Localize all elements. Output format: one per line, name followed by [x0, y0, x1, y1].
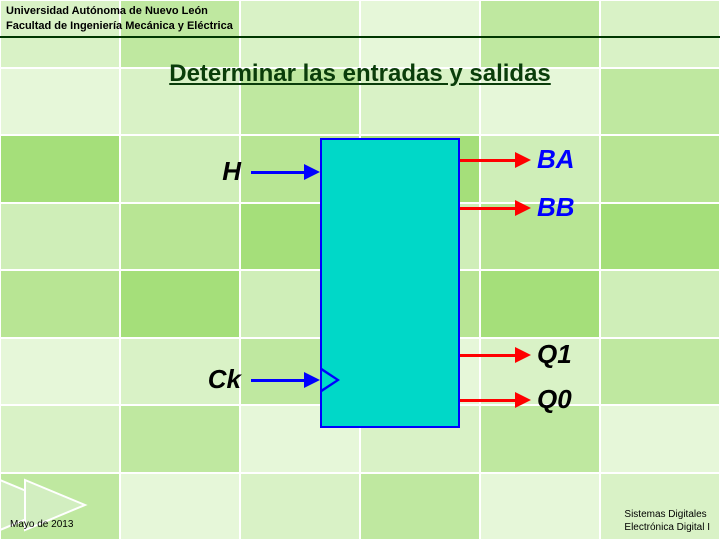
output-arrow-head: [515, 200, 531, 216]
header-bar: Universidad Autónoma de Nuevo León Facul…: [0, 0, 720, 38]
header-line-2: Facultad de Ingeniería Mecánica y Eléctr…: [6, 19, 714, 34]
input-arrow-head: [304, 164, 320, 180]
output-label: BA: [537, 144, 575, 175]
output-label: Q1: [537, 339, 572, 370]
input-label: H: [195, 156, 241, 187]
input-arrow-line: [251, 379, 306, 382]
header-line-1: Universidad Autónoma de Nuevo León: [6, 4, 714, 19]
io-diagram: HCkBABBQ1Q0: [160, 130, 560, 460]
footer-course-line1: Sistemas Digitales: [624, 509, 710, 522]
output-arrow-line: [460, 159, 515, 162]
footer-course: Sistemas Digitales Electrónica Digital I: [624, 509, 710, 534]
output-arrow-line: [460, 354, 515, 357]
input-arrow-head: [304, 372, 320, 388]
output-arrow-head: [515, 347, 531, 363]
footer-date: Mayo de 2013: [10, 519, 73, 530]
output-label: BB: [537, 192, 575, 223]
output-arrow-head: [515, 392, 531, 408]
output-arrow-head: [515, 152, 531, 168]
input-label: Ck: [195, 364, 241, 395]
clock-triangle-inner: [322, 371, 336, 389]
output-label: Q0: [537, 384, 572, 415]
logic-block: [320, 138, 460, 428]
output-arrow-line: [460, 207, 515, 210]
footer-course-line2: Electrónica Digital I: [624, 522, 710, 535]
output-arrow-line: [460, 399, 515, 402]
input-arrow-line: [251, 171, 306, 174]
page-title: Determinar las entradas y salidas: [0, 60, 720, 88]
